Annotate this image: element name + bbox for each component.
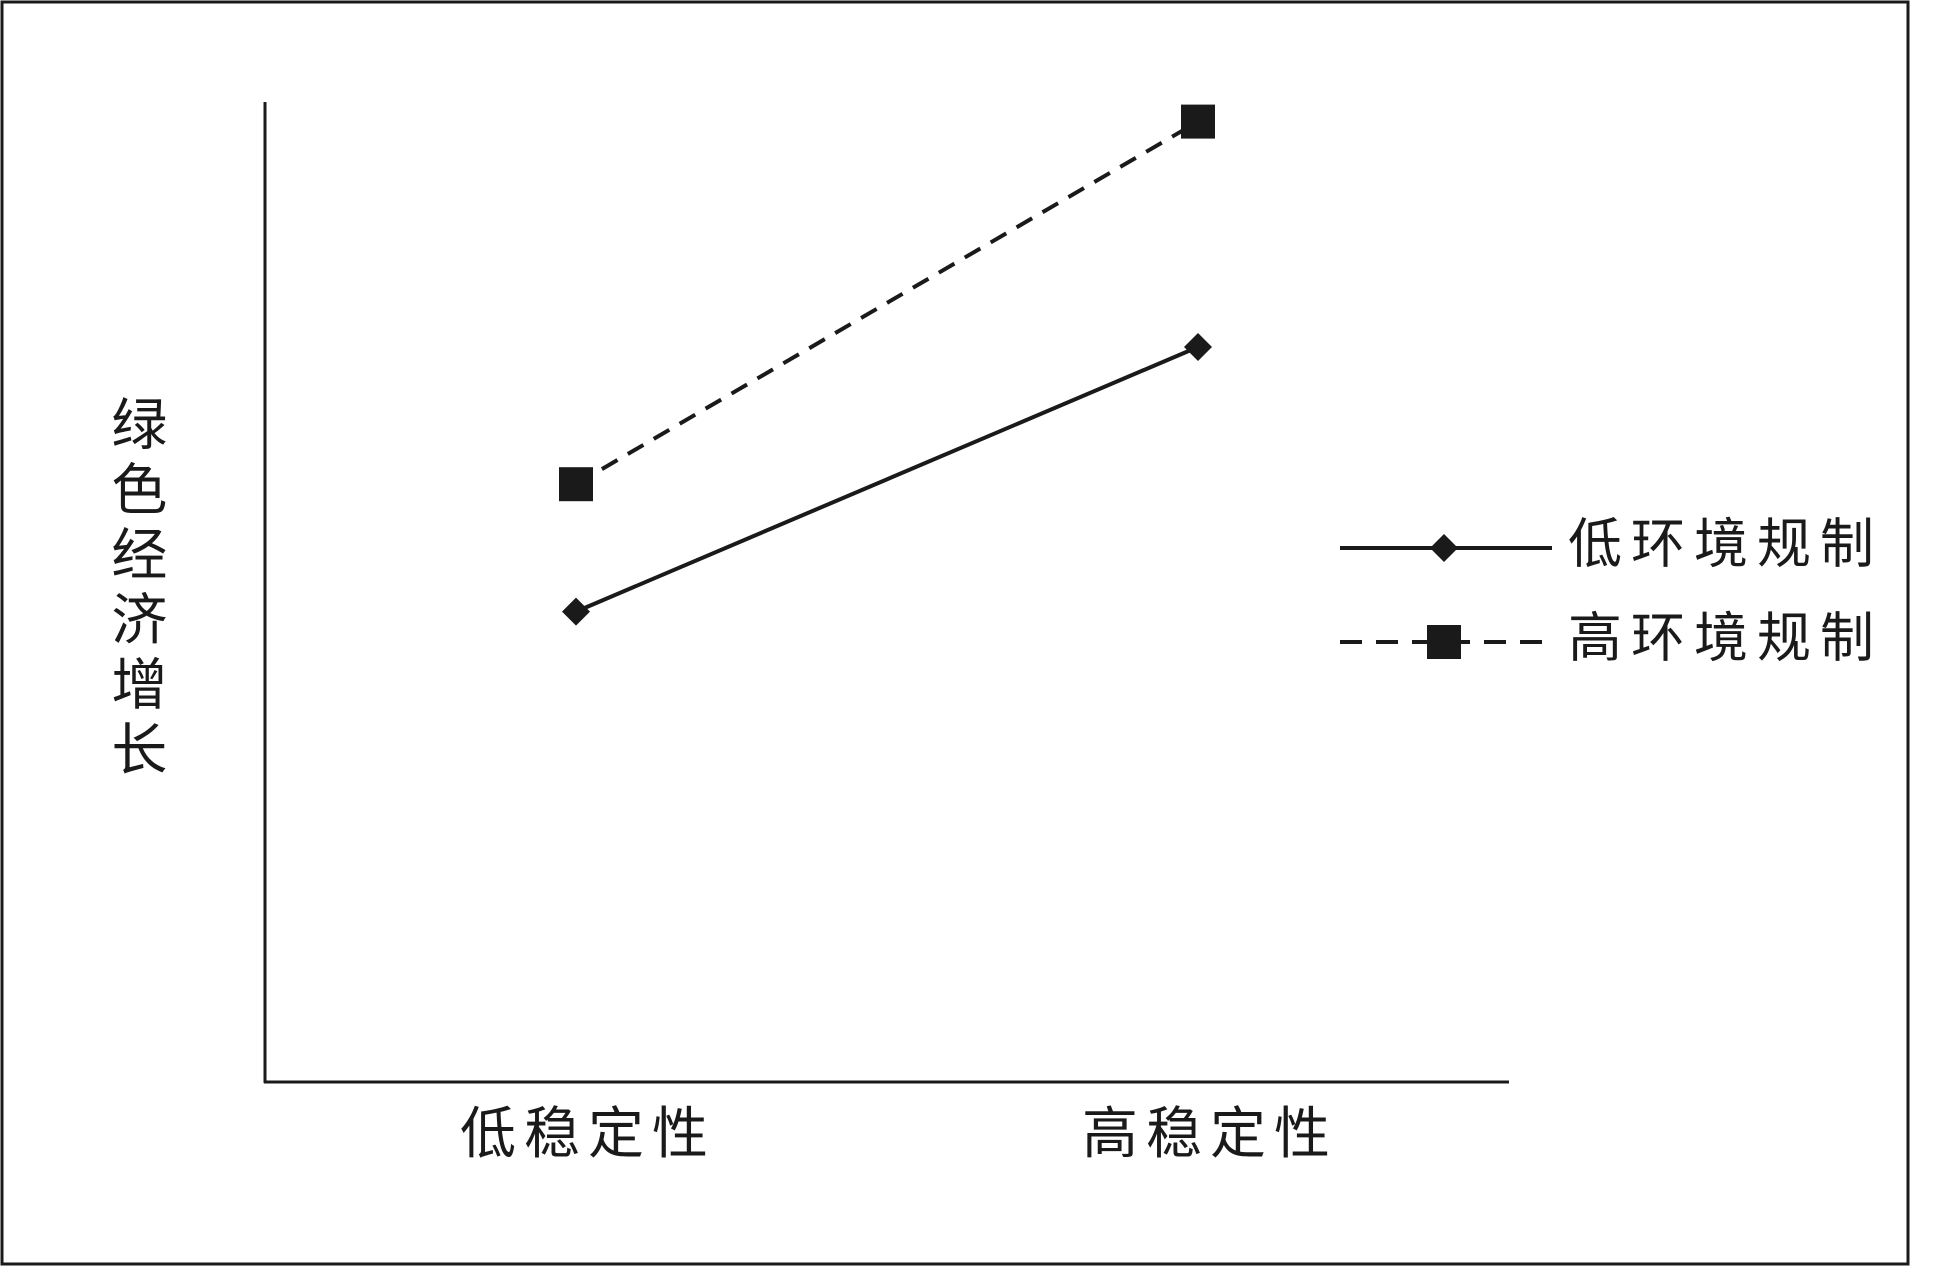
frame — [0, 0, 1910, 1266]
x-tick-label: 高稳定性 — [1082, 1102, 1338, 1167]
legend-marker — [1427, 625, 1461, 659]
series-line — [575, 345, 1199, 614]
legend-label: 高环境规制 — [1568, 607, 1883, 670]
y-axis-label: 绿色经济增长 — [102, 395, 167, 785]
marker — [1184, 333, 1212, 361]
legend-marker — [1430, 534, 1458, 562]
marker — [1181, 104, 1215, 139]
legend-label: 低环境规制 — [1568, 513, 1883, 576]
x-tick-label: 低稳定性 — [460, 1102, 716, 1167]
marker — [562, 597, 590, 626]
marker — [559, 467, 593, 502]
